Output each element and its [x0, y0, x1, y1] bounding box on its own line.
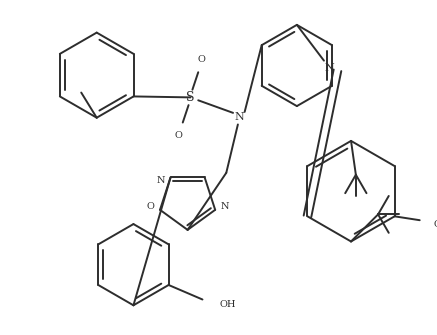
Text: N: N	[235, 112, 245, 122]
Text: N: N	[156, 176, 165, 185]
Text: O: O	[197, 55, 205, 64]
Text: N: N	[221, 202, 229, 211]
Text: OH: OH	[220, 300, 236, 309]
Text: O: O	[146, 202, 154, 211]
Text: S: S	[186, 91, 195, 104]
Text: N: N	[325, 63, 335, 73]
Text: O: O	[175, 131, 183, 140]
Text: O: O	[433, 219, 437, 228]
